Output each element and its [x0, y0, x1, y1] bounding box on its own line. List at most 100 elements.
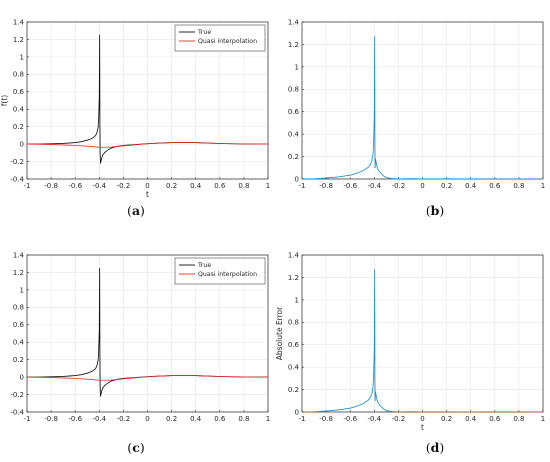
x-tick-label: 0	[145, 415, 149, 423]
y-tick-label: 1.4	[288, 251, 300, 259]
y-tick-label: 1.2	[288, 274, 299, 282]
x-tick-label: -1	[24, 415, 31, 423]
y-tick-label: -0.2	[10, 158, 24, 166]
x-tick-label: -1	[299, 182, 306, 190]
series-line-quasi-interpolation	[27, 142, 268, 148]
x-tick-label: 0.4	[190, 182, 202, 190]
x-tick-label: 0.4	[465, 415, 477, 423]
x-tick-label: -0.2	[392, 182, 406, 190]
y-tick-label: 0.6	[13, 321, 25, 329]
x-tick-label: 0.8	[513, 182, 524, 190]
legend-box	[174, 257, 266, 285]
x-tick-label: 0.4	[190, 415, 202, 423]
x-tick-label: -0.8	[44, 182, 58, 190]
y-tick-label: 0.6	[288, 108, 300, 116]
x-tick-label: -1	[299, 415, 306, 423]
x-tick-label: -0.6	[68, 182, 82, 190]
x-tick-label: 0.2	[441, 415, 452, 423]
y-tick-label: 0.2	[13, 356, 24, 364]
y-tick-label: 1.4	[288, 18, 300, 26]
y-tick-label: 0.6	[13, 88, 25, 96]
y-tick-label: 1.4	[13, 18, 25, 26]
axes-box	[26, 254, 269, 413]
y-tick-label: -0.2	[10, 391, 24, 399]
y-tick-label: 0.4	[288, 364, 300, 372]
y-tick-label: 1.2	[13, 36, 24, 44]
y-tick-label: -0.4	[10, 175, 24, 183]
x-tick-label: -0.4	[92, 182, 106, 190]
x-tick-label: 0	[420, 415, 424, 423]
y-tick-label: 0.4	[13, 106, 25, 114]
x-tick-label: 0.6	[489, 415, 501, 423]
y-tick-label: 0.4	[13, 339, 25, 347]
legend-entry: True	[197, 262, 211, 269]
chart-d: -1 -0.8 -0.6 -0.4 -0.2 0 0.2 0.4 0.6 0.8 1 0 0.2 0.4 0…	[275, 251, 545, 432]
x-axis-label: t	[146, 190, 149, 199]
x-tick-label: 0.6	[214, 182, 226, 190]
y-tick-label: 0.2	[288, 153, 299, 161]
x-tick-label: 0.8	[238, 415, 249, 423]
series-line	[302, 36, 543, 179]
y-tick-label: 0.8	[288, 319, 299, 327]
y-tick-label: 0.2	[288, 386, 299, 394]
legend-entry: Quasi interpolation	[198, 271, 257, 278]
y-tick-label: 1	[20, 53, 24, 61]
caption-d: (d)	[425, 440, 445, 455]
caption-c: (c)	[127, 440, 145, 455]
x-tick-label: -0.8	[319, 415, 333, 423]
x-tick-label: 1	[541, 415, 545, 423]
x-tick-label: -0.8	[44, 415, 58, 423]
x-tick-label: 0.8	[238, 182, 249, 190]
x-tick-label: 0.2	[166, 182, 177, 190]
x-tick-label: -0.6	[68, 415, 82, 423]
x-tick-label: -0.4	[367, 182, 381, 190]
chart-c: -1 -0.8 -0.6 -0.4 -0.2 0 0.2 0.4 0.6 0.8 1 -0.4 -0.2…	[10, 251, 270, 423]
x-tick-label: 1	[541, 182, 545, 190]
y-tick-label: 0	[20, 141, 24, 149]
y-tick-label: 1	[295, 296, 299, 304]
x-tick-label: 0	[145, 182, 149, 190]
y-tick-label: 0.8	[288, 86, 299, 94]
axes-box	[26, 21, 269, 180]
caption-a: (a)	[127, 203, 145, 218]
y-tick-label: 1.2	[13, 269, 24, 277]
x-tick-label: 0.8	[513, 415, 524, 423]
x-tick-label: -0.2	[117, 182, 131, 190]
y-tick-label: 0	[20, 374, 24, 382]
y-tick-label: -0.4	[10, 408, 24, 416]
x-tick-label: 1	[266, 415, 270, 423]
x-tick-label: 0	[420, 182, 424, 190]
y-tick-label: 0.2	[13, 123, 24, 131]
chart-a: -1 -0.8 -0.6 -0.4 -0.2 0 0.2 0.4 0.6 0.8 1 -0.4 -0.2…	[0, 18, 270, 199]
legend-entry: Quasi interpolation	[198, 38, 257, 45]
x-tick-label: -0.2	[392, 415, 406, 423]
series-line-quasi-interpolation	[27, 375, 268, 381]
y-tick-label: 1	[295, 63, 299, 71]
x-tick-label: 0.2	[441, 182, 452, 190]
x-axis-label: t	[421, 423, 424, 432]
series-line	[302, 269, 543, 412]
y-tick-label: 1	[20, 286, 24, 294]
y-tick-label: 1.2	[288, 41, 299, 49]
x-tick-label: -0.4	[367, 415, 381, 423]
y-tick-label: 0	[295, 408, 299, 416]
y-axis-label: Absolute Error	[275, 306, 284, 360]
x-tick-label: -0.2	[117, 415, 131, 423]
caption-b: (b)	[425, 203, 445, 218]
x-tick-label: -0.6	[343, 182, 357, 190]
x-tick-label: 1	[266, 182, 270, 190]
y-tick-label: 0.8	[13, 304, 24, 312]
x-tick-label: -0.6	[343, 415, 357, 423]
x-tick-label: 0.2	[166, 415, 177, 423]
x-tick-label: -0.8	[319, 182, 333, 190]
y-tick-label: 0.4	[288, 131, 300, 139]
x-tick-label: -1	[24, 182, 31, 190]
y-tick-label: 1.4	[13, 251, 25, 259]
x-tick-label: -0.4	[92, 415, 106, 423]
x-tick-label: 0.4	[465, 182, 477, 190]
legend-entry: True	[197, 29, 211, 36]
x-tick-label: 0.6	[489, 182, 501, 190]
legend-box	[174, 24, 266, 52]
y-tick-label: 0.8	[13, 71, 24, 79]
y-tick-label: 0.6	[288, 341, 300, 349]
